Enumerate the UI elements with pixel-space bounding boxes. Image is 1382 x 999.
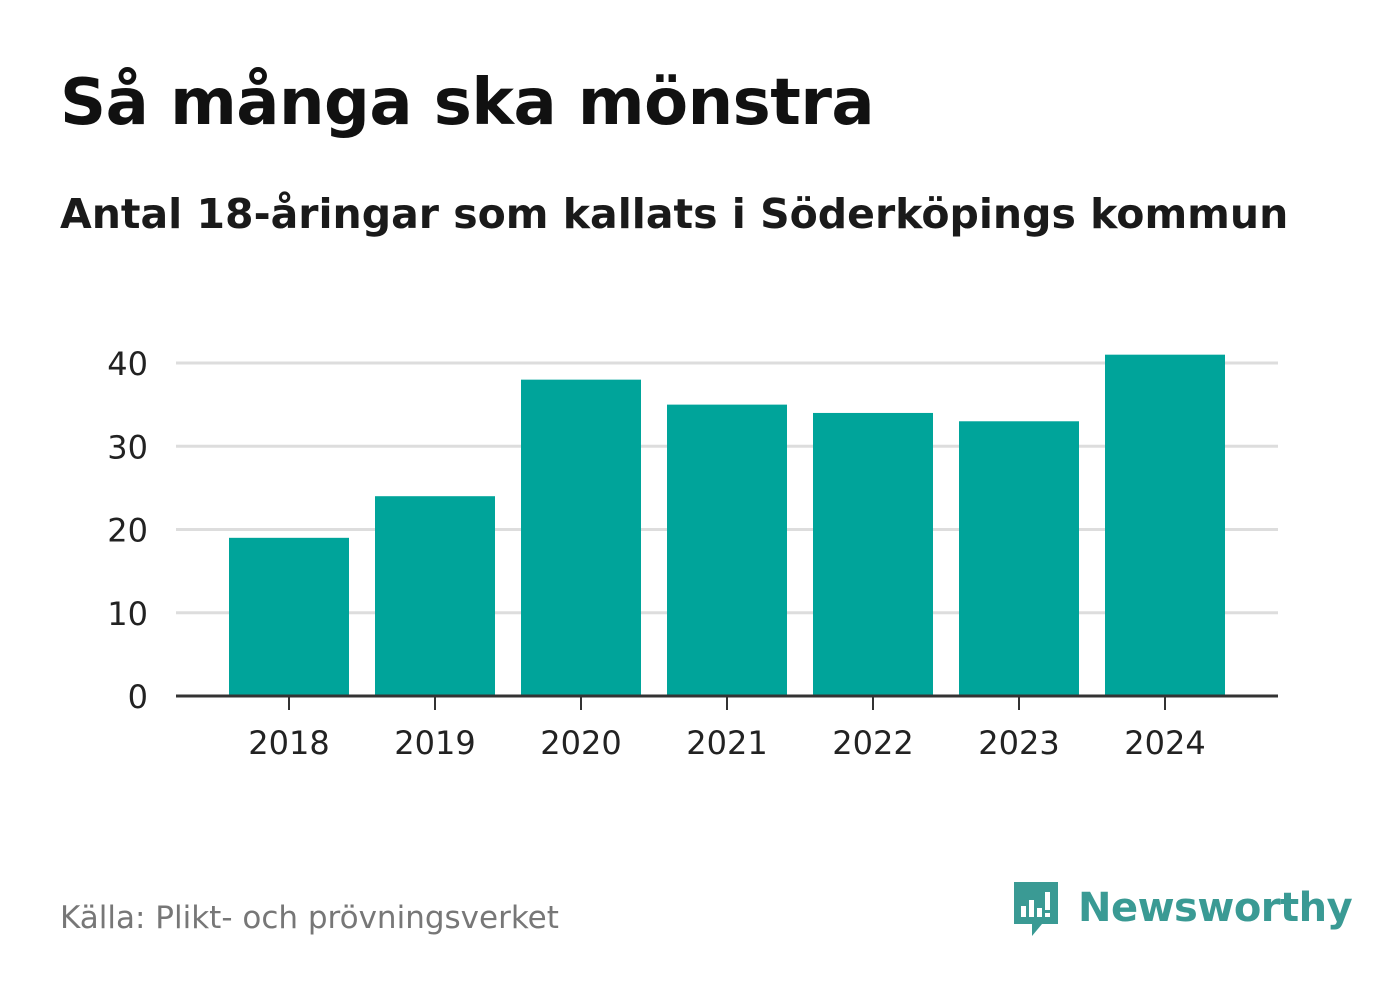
- bar-2018: [229, 537, 349, 696]
- bar-chart: 0 10 20 30 40 2018 2019 2020 2021 2022 2023 2024: [107, 345, 1278, 762]
- x-tick-label: 2019: [394, 724, 475, 762]
- bars: [229, 354, 1225, 696]
- x-tick-label: 2020: [540, 724, 621, 762]
- chart-subtitle: Antal 18-åringar som kallats i Söderköpi…: [60, 190, 1289, 238]
- y-tick-label: 30: [107, 428, 148, 466]
- x-tick-label: 2018: [248, 724, 329, 762]
- bar-2021: [667, 404, 787, 696]
- axes: 0 10 20 30 40 2018 2019 2020 2021 2022 2023 2024: [107, 345, 1278, 762]
- y-tick-label: 20: [107, 512, 148, 550]
- x-tick-label: 2024: [1124, 724, 1205, 762]
- y-tick-label: 40: [107, 345, 148, 383]
- x-tick-label: 2021: [686, 724, 767, 762]
- source-note: Källa: Plikt- och prövningsverket: [60, 900, 559, 936]
- newsworthy-icon: [1014, 882, 1058, 936]
- bar-2023: [959, 421, 1079, 696]
- brand-name: Newsworthy: [1078, 885, 1353, 931]
- bar-2019: [375, 496, 495, 696]
- bar-2022: [813, 412, 933, 696]
- y-tick-label: 10: [107, 595, 148, 633]
- x-tick-label: 2022: [832, 724, 913, 762]
- newsworthy-logo: Newsworthy: [1010, 878, 1353, 938]
- bar-2020: [521, 379, 641, 696]
- chart-title: Så många ska mönstra: [60, 66, 875, 140]
- y-tick-label: 0: [128, 678, 148, 716]
- x-tick-label: 2023: [978, 724, 1059, 762]
- bar-2024: [1105, 354, 1225, 696]
